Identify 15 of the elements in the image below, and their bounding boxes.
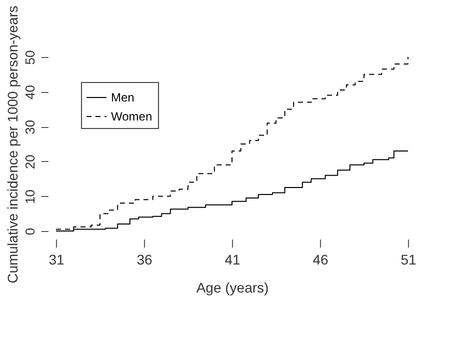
- x-tick-label: 31: [48, 252, 64, 268]
- x-tick-label: 36: [136, 252, 152, 268]
- legend-label: Men: [111, 90, 134, 104]
- y-tick-label: 30: [22, 120, 38, 134]
- legend-label: Women: [111, 110, 152, 124]
- y-axis-title: Cumulative incidence per 1000 person-years: [4, 6, 20, 284]
- x-tick-label: 51: [400, 252, 416, 268]
- y-tick-label: 10: [22, 189, 38, 204]
- y-tick-label: 40: [22, 85, 38, 100]
- y-tick-label: 50: [22, 50, 38, 65]
- y-tick-label: 0: [22, 228, 38, 236]
- x-axis-title: Age (years): [196, 280, 269, 296]
- x-tick-label: 46: [312, 252, 328, 268]
- x-tick-label: 41: [224, 252, 240, 268]
- y-tick-label: 20: [22, 154, 38, 170]
